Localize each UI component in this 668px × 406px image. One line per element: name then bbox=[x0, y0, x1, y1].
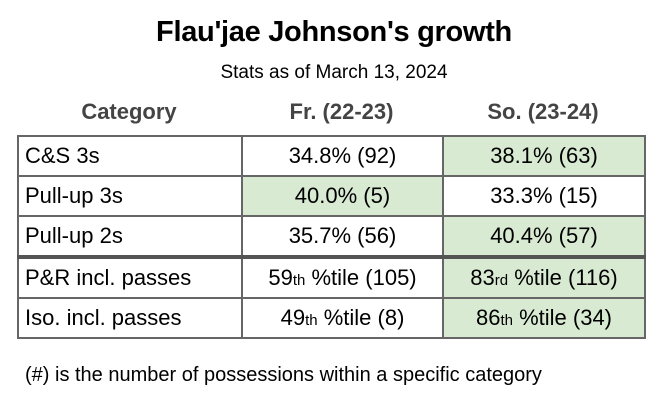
footnote: (#) is the number of possessions within … bbox=[25, 364, 542, 386]
column-header-category: Category bbox=[81, 99, 177, 124]
column-headers: Category Fr. (22-23) So. (23-24) bbox=[17, 99, 644, 129]
so-value: 83rd %tile (116) bbox=[442, 255, 646, 299]
table-subtitle: Stats as of March 13, 2024 bbox=[220, 62, 448, 83]
row-category: C&S 3s bbox=[17, 135, 243, 177]
fr-value: 34.8% (92) bbox=[241, 135, 444, 177]
row-category: Iso. incl. passes bbox=[17, 297, 243, 339]
row-category: Pull-up 2s bbox=[17, 215, 243, 258]
row-category: P&R incl. passes bbox=[17, 255, 243, 299]
so-value: 86th %tile (34) bbox=[442, 297, 646, 339]
fr-value: 40.0% (5) bbox=[241, 175, 444, 217]
table-title: Flau'jae Johnson's growth bbox=[156, 16, 512, 48]
fr-value: 49th %tile (8) bbox=[241, 297, 444, 339]
column-header-freshman: Fr. (22-23) bbox=[289, 99, 394, 124]
table-row: C&S 3s 34.8% (92) 38.1% (63) bbox=[17, 135, 646, 177]
table-row: P&R incl. passes 59th %tile (105) 83rd %… bbox=[17, 255, 646, 299]
so-value: 33.3% (15) bbox=[442, 175, 646, 217]
fr-value: 35.7% (56) bbox=[241, 215, 444, 258]
stats-table: C&S 3s 34.8% (92) 38.1% (63) Pull-up 3s … bbox=[17, 135, 646, 339]
column-header-sophomore: So. (23-24) bbox=[487, 99, 599, 124]
table-row: Pull-up 2s 35.7% (56) 40.4% (57) bbox=[17, 215, 646, 258]
so-value: 38.1% (63) bbox=[442, 135, 646, 177]
so-value: 40.4% (57) bbox=[442, 215, 646, 258]
table-row: Pull-up 3s 40.0% (5) 33.3% (15) bbox=[17, 175, 646, 217]
row-category: Pull-up 3s bbox=[17, 175, 243, 217]
fr-value: 59th %tile (105) bbox=[241, 255, 444, 299]
table-row: Iso. incl. passes 49th %tile (8) 86th %t… bbox=[17, 297, 646, 339]
